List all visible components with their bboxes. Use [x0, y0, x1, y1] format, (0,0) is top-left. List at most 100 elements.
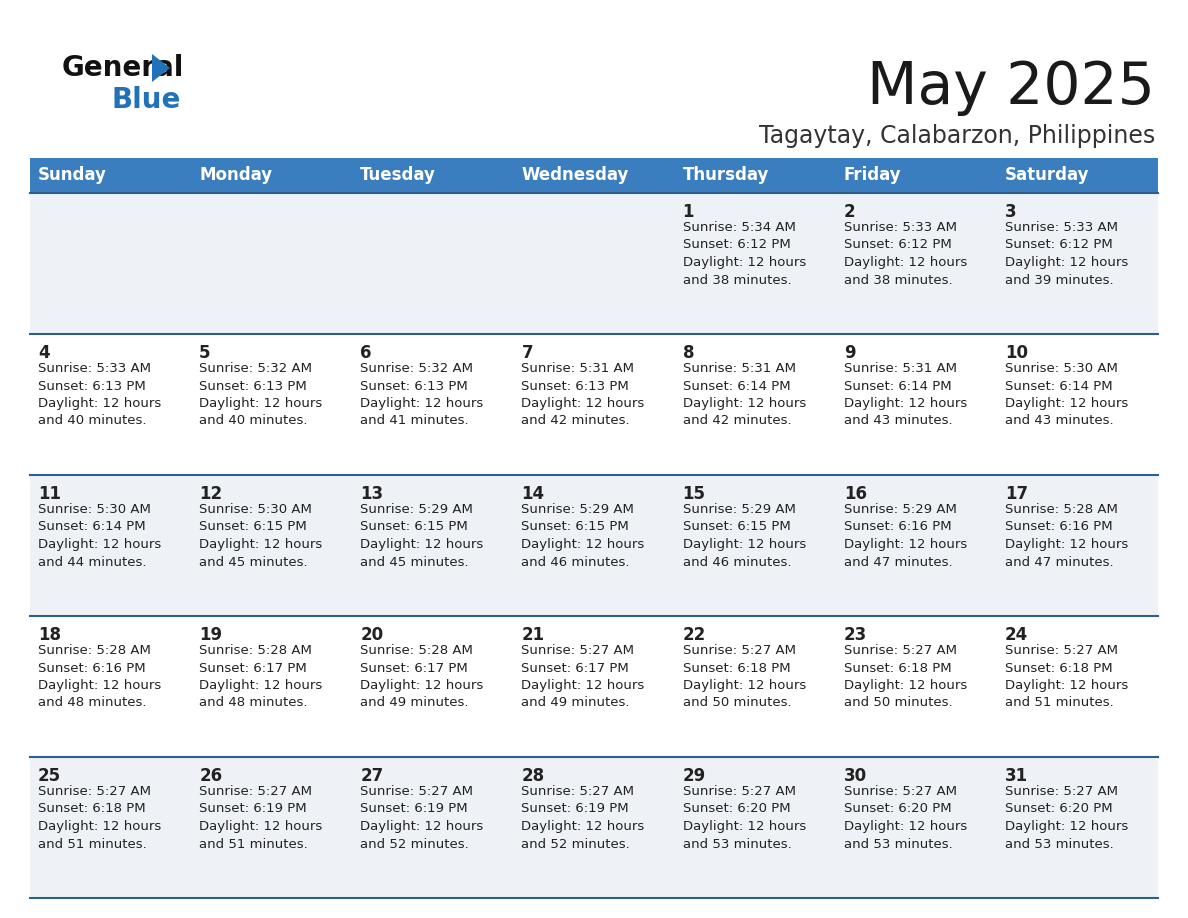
Text: and 51 minutes.: and 51 minutes. [38, 837, 147, 850]
Text: Daylight: 12 hours: Daylight: 12 hours [683, 397, 805, 410]
Text: Daylight: 12 hours: Daylight: 12 hours [200, 820, 322, 833]
Text: and 48 minutes.: and 48 minutes. [38, 697, 146, 710]
Bar [513, 193, 675, 334]
Text: and 51 minutes.: and 51 minutes. [200, 837, 308, 850]
Bar [675, 475, 835, 616]
Bar [675, 616, 835, 757]
Text: 2: 2 [843, 203, 855, 221]
Text: and 53 minutes.: and 53 minutes. [1005, 837, 1113, 850]
Bar [513, 475, 675, 616]
Bar [513, 334, 675, 475]
Bar [30, 757, 191, 898]
Text: Sunset: 6:14 PM: Sunset: 6:14 PM [1005, 379, 1112, 393]
Text: Daylight: 12 hours: Daylight: 12 hours [38, 397, 162, 410]
Text: and 52 minutes.: and 52 minutes. [522, 837, 630, 850]
Text: Thursday: Thursday [683, 166, 769, 185]
Text: Sunrise: 5:32 AM: Sunrise: 5:32 AM [360, 362, 473, 375]
Polygon shape [152, 54, 170, 82]
Text: Daylight: 12 hours: Daylight: 12 hours [522, 538, 645, 551]
Text: and 41 minutes.: and 41 minutes. [360, 415, 469, 428]
Text: and 43 minutes.: and 43 minutes. [1005, 415, 1113, 428]
Text: and 53 minutes.: and 53 minutes. [683, 837, 791, 850]
Text: Sunset: 6:14 PM: Sunset: 6:14 PM [843, 379, 952, 393]
Text: Sunset: 6:15 PM: Sunset: 6:15 PM [522, 521, 630, 533]
Text: and 38 minutes.: and 38 minutes. [843, 274, 953, 286]
Text: Daylight: 12 hours: Daylight: 12 hours [1005, 679, 1129, 692]
Text: Sunrise: 5:27 AM: Sunrise: 5:27 AM [843, 785, 956, 798]
Text: Sunrise: 5:27 AM: Sunrise: 5:27 AM [38, 785, 151, 798]
Text: 5: 5 [200, 344, 210, 362]
Text: Sunrise: 5:27 AM: Sunrise: 5:27 AM [522, 644, 634, 657]
Text: Sunrise: 5:33 AM: Sunrise: 5:33 AM [1005, 221, 1118, 234]
Text: Sunrise: 5:27 AM: Sunrise: 5:27 AM [522, 785, 634, 798]
Text: Sunset: 6:16 PM: Sunset: 6:16 PM [1005, 521, 1112, 533]
Bar [30, 475, 191, 616]
Text: Sunset: 6:15 PM: Sunset: 6:15 PM [683, 521, 790, 533]
Text: and 51 minutes.: and 51 minutes. [1005, 697, 1113, 710]
Text: Sunset: 6:12 PM: Sunset: 6:12 PM [1005, 239, 1113, 252]
Text: and 47 minutes.: and 47 minutes. [1005, 555, 1113, 568]
Text: Daylight: 12 hours: Daylight: 12 hours [522, 397, 645, 410]
Text: Sunrise: 5:28 AM: Sunrise: 5:28 AM [360, 644, 473, 657]
Bar [353, 757, 513, 898]
Text: Friday: Friday [843, 166, 902, 185]
Text: Daylight: 12 hours: Daylight: 12 hours [1005, 397, 1129, 410]
Text: Daylight: 12 hours: Daylight: 12 hours [683, 820, 805, 833]
Text: and 49 minutes.: and 49 minutes. [360, 697, 469, 710]
Text: and 53 minutes.: and 53 minutes. [843, 837, 953, 850]
Text: Sunset: 6:17 PM: Sunset: 6:17 PM [360, 662, 468, 675]
Text: and 47 minutes.: and 47 minutes. [843, 555, 953, 568]
Text: 22: 22 [683, 626, 706, 644]
Text: 26: 26 [200, 767, 222, 785]
Text: 3: 3 [1005, 203, 1017, 221]
Text: Sunrise: 5:31 AM: Sunrise: 5:31 AM [683, 362, 796, 375]
Text: Sunset: 6:18 PM: Sunset: 6:18 PM [683, 662, 790, 675]
Bar [353, 158, 513, 193]
Text: Sunrise: 5:30 AM: Sunrise: 5:30 AM [200, 503, 312, 516]
Text: 13: 13 [360, 485, 384, 503]
Text: Sunset: 6:18 PM: Sunset: 6:18 PM [38, 802, 146, 815]
Bar [835, 334, 997, 475]
Text: 11: 11 [38, 485, 61, 503]
Text: 14: 14 [522, 485, 544, 503]
Bar [191, 757, 353, 898]
Text: Sunset: 6:13 PM: Sunset: 6:13 PM [360, 379, 468, 393]
Text: Tagaytay, Calabarzon, Philippines: Tagaytay, Calabarzon, Philippines [759, 124, 1155, 148]
Bar [675, 757, 835, 898]
Text: Daylight: 12 hours: Daylight: 12 hours [1005, 820, 1129, 833]
Text: Sunset: 6:17 PM: Sunset: 6:17 PM [200, 662, 307, 675]
Text: Sunrise: 5:27 AM: Sunrise: 5:27 AM [683, 644, 796, 657]
Text: and 46 minutes.: and 46 minutes. [522, 555, 630, 568]
Text: Sunset: 6:12 PM: Sunset: 6:12 PM [683, 239, 790, 252]
Text: 30: 30 [843, 767, 867, 785]
Text: Daylight: 12 hours: Daylight: 12 hours [38, 820, 162, 833]
Text: Sunrise: 5:28 AM: Sunrise: 5:28 AM [38, 644, 151, 657]
Bar [675, 158, 835, 193]
Text: 7: 7 [522, 344, 533, 362]
Bar [835, 158, 997, 193]
Text: 29: 29 [683, 767, 706, 785]
Text: and 38 minutes.: and 38 minutes. [683, 274, 791, 286]
Text: 10: 10 [1005, 344, 1028, 362]
Text: 17: 17 [1005, 485, 1028, 503]
Text: and 39 minutes.: and 39 minutes. [1005, 274, 1113, 286]
Text: and 52 minutes.: and 52 minutes. [360, 837, 469, 850]
Bar [353, 334, 513, 475]
Text: Sunset: 6:12 PM: Sunset: 6:12 PM [843, 239, 952, 252]
Text: Daylight: 12 hours: Daylight: 12 hours [843, 679, 967, 692]
Text: Sunset: 6:13 PM: Sunset: 6:13 PM [522, 379, 630, 393]
Text: Sunset: 6:18 PM: Sunset: 6:18 PM [1005, 662, 1112, 675]
Text: Sunset: 6:13 PM: Sunset: 6:13 PM [200, 379, 307, 393]
Bar [997, 158, 1158, 193]
Bar [835, 193, 997, 334]
Text: Monday: Monday [200, 166, 272, 185]
Bar [513, 158, 675, 193]
Text: Daylight: 12 hours: Daylight: 12 hours [200, 397, 322, 410]
Text: 21: 21 [522, 626, 544, 644]
Text: and 44 minutes.: and 44 minutes. [38, 555, 146, 568]
Text: Sunset: 6:14 PM: Sunset: 6:14 PM [683, 379, 790, 393]
Text: Sunset: 6:20 PM: Sunset: 6:20 PM [843, 802, 952, 815]
Bar [353, 475, 513, 616]
Text: Sunrise: 5:34 AM: Sunrise: 5:34 AM [683, 221, 796, 234]
Text: 9: 9 [843, 344, 855, 362]
